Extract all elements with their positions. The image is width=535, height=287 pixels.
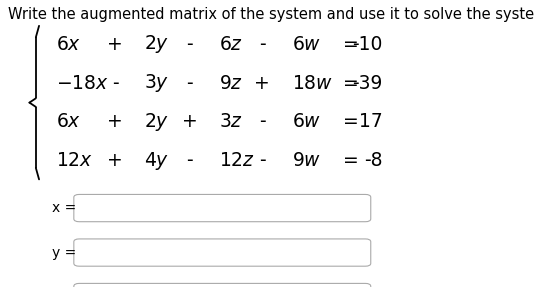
Text: +: + <box>107 151 123 170</box>
Text: -10: -10 <box>352 35 383 54</box>
Text: $6w$: $6w$ <box>292 113 321 131</box>
Text: $3y$: $3y$ <box>144 72 170 94</box>
Text: =: = <box>342 113 358 131</box>
Text: +: + <box>107 113 123 131</box>
Text: +: + <box>254 74 270 93</box>
Text: $4y$: $4y$ <box>144 150 170 172</box>
Text: -: - <box>259 113 265 131</box>
Text: -39: -39 <box>352 74 383 93</box>
Text: $6x$: $6x$ <box>56 113 81 131</box>
Text: $6x$: $6x$ <box>56 35 81 54</box>
Text: $6z$: $6z$ <box>219 35 243 54</box>
Text: x =: x = <box>52 201 77 215</box>
Text: $9z$: $9z$ <box>219 74 243 93</box>
Text: $18w$: $18w$ <box>292 74 333 93</box>
Text: 17: 17 <box>359 113 383 131</box>
FancyBboxPatch shape <box>74 195 371 222</box>
Text: +: + <box>182 113 198 131</box>
Text: =: = <box>342 74 358 93</box>
Text: -: - <box>112 74 118 93</box>
Text: $3z$: $3z$ <box>219 113 243 131</box>
Text: =: = <box>342 35 358 54</box>
Text: -8: -8 <box>364 151 383 170</box>
Text: +: + <box>107 35 123 54</box>
Text: =: = <box>342 151 358 170</box>
Text: Write the augmented matrix of the system and use it to solve the system.: Write the augmented matrix of the system… <box>8 7 535 22</box>
Text: $12x$: $12x$ <box>56 151 93 170</box>
FancyBboxPatch shape <box>74 239 371 266</box>
FancyBboxPatch shape <box>74 283 371 287</box>
Text: $6w$: $6w$ <box>292 35 321 54</box>
Text: -: - <box>259 35 265 54</box>
Text: $9w$: $9w$ <box>292 151 321 170</box>
Text: $-18x$: $-18x$ <box>56 74 109 93</box>
Text: -: - <box>187 151 193 170</box>
Text: -: - <box>187 74 193 93</box>
Text: -: - <box>259 151 265 170</box>
Text: -: - <box>187 35 193 54</box>
Text: $12z$: $12z$ <box>219 151 255 170</box>
Text: $2y$: $2y$ <box>144 34 170 55</box>
Text: $2y$: $2y$ <box>144 111 170 133</box>
Text: y =: y = <box>52 246 77 259</box>
